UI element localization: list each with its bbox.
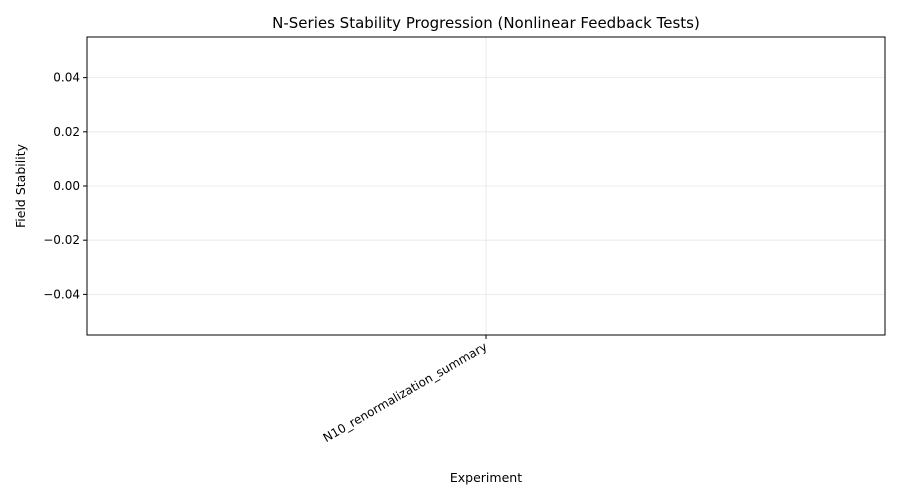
y-axis-label: Field Stability xyxy=(13,143,28,228)
x-tick-label: N10_renormalization_summary xyxy=(321,339,490,445)
chart-title: N-Series Stability Progression (Nonlinea… xyxy=(272,14,700,32)
x-axis-label: Experiment xyxy=(450,470,522,485)
plot-area-frame xyxy=(86,36,886,336)
grid-layer xyxy=(87,37,885,335)
y-tick-label: −0.02 xyxy=(43,233,80,247)
y-tick-label: 0.02 xyxy=(53,125,80,139)
ticks-layer: −0.04 −0.02 0.00 0.02 0.04 N10_renormalizatio… xyxy=(43,71,489,445)
y-tick-label: 0.00 xyxy=(53,179,80,193)
y-tick-label: 0.04 xyxy=(53,71,80,85)
y-tick-label: −0.04 xyxy=(43,287,80,301)
